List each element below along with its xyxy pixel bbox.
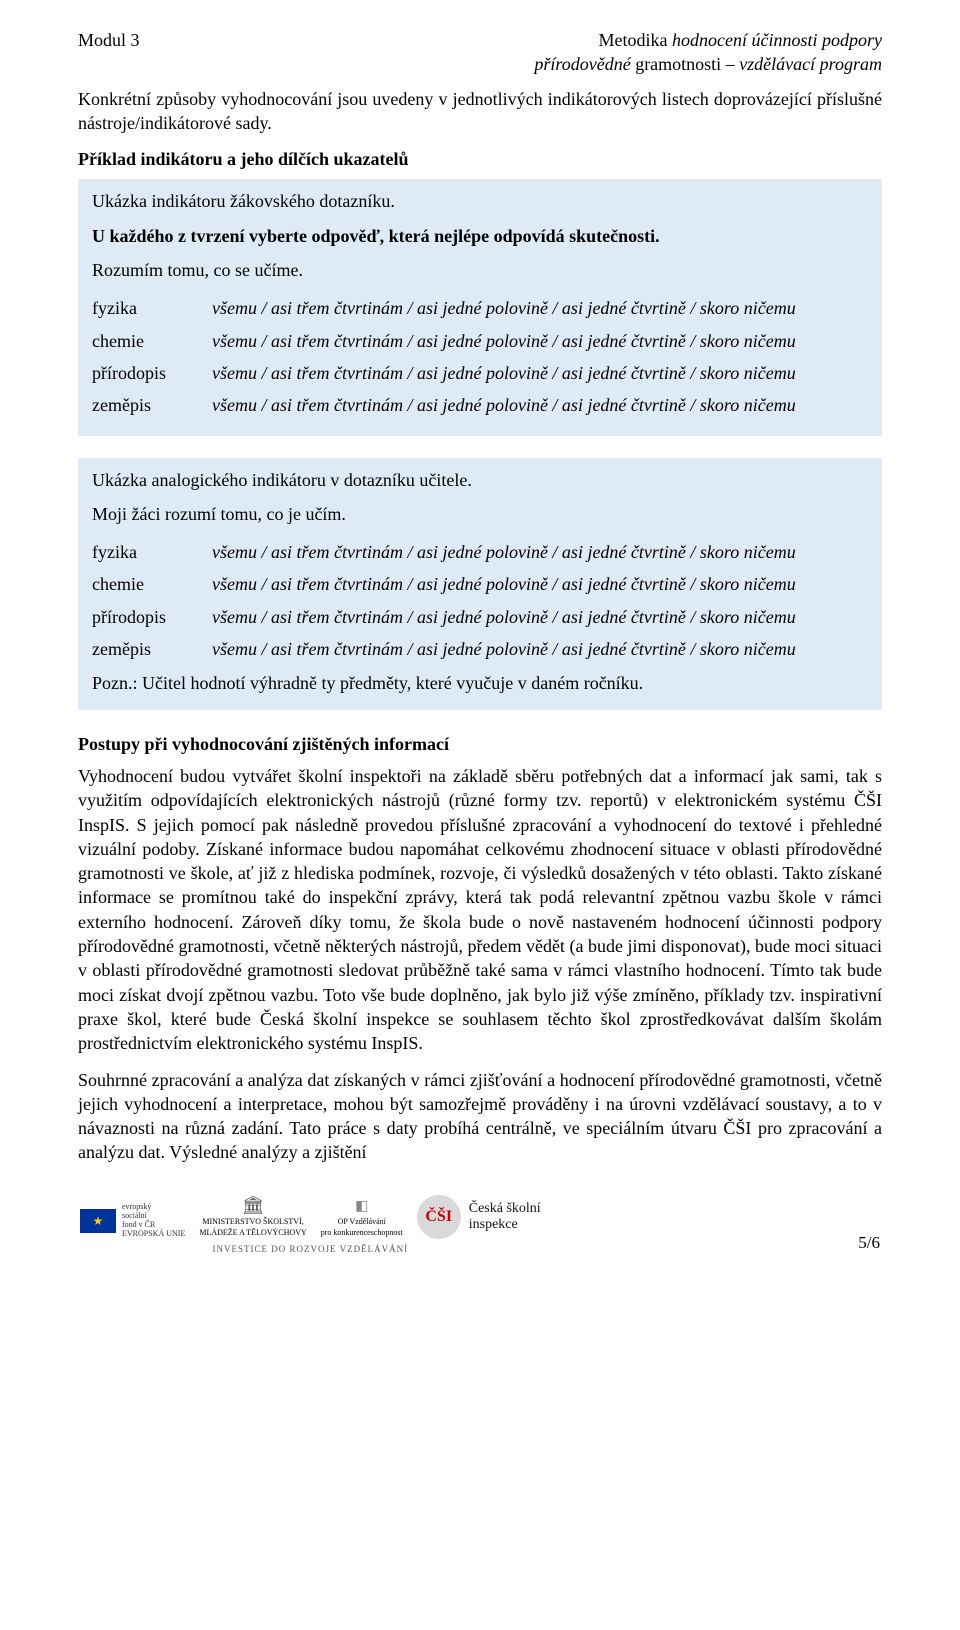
logo-op: ◧ OP Vzdělávání pro konkurenceschopnost	[321, 1198, 403, 1238]
header-l1-italic: hodnocení účinnosti podpory	[668, 30, 882, 50]
subject-label: přírodopis	[92, 601, 212, 633]
header-module: Modul 3	[78, 28, 140, 52]
box2-question: Moji žáci rozumí tomu, co je učím.	[92, 502, 868, 526]
subject-label: přírodopis	[92, 357, 212, 389]
eu-flag-icon: ★	[80, 1209, 116, 1233]
table-row: zeměpis všemu / asi třem čtvrtinám / asi…	[92, 389, 868, 421]
table-row: přírodopis všemu / asi třem čtvrtinám / …	[92, 601, 868, 633]
logo-msmt: 🏛 MINISTERSTVO ŠKOLSTVÍ, MLÁDEŽE A TĚLOV…	[199, 1193, 306, 1239]
body-paragraph-1: Vyhodnocení budou vytvářet školní inspek…	[78, 764, 882, 1056]
indicator-box-teacher: Ukázka analogického indikátoru v dotazní…	[78, 458, 882, 710]
op-icon: ◧	[321, 1198, 403, 1217]
heading-evaluation-procedures: Postupy při vyhodnocování zjištěných inf…	[78, 732, 882, 756]
header-l2-it2: vzdělávací program	[739, 54, 882, 74]
page-content: Modul 3 Metodika hodnocení účinnosti pod…	[0, 0, 960, 1275]
table-row: přírodopis všemu / asi třem čtvrtinám / …	[92, 357, 868, 389]
page-number: 5/6	[858, 1232, 880, 1255]
eu-esf-text: evropský sociální fond v ČR	[122, 1203, 185, 1229]
subject-options: všemu / asi třem čtvrtinám / asi jedné p…	[212, 601, 868, 633]
box1-question: Rozumím tomu, co se učíme.	[92, 258, 868, 282]
subject-label: zeměpis	[92, 389, 212, 421]
intro-paragraph: Konkrétní způsoby vyhodnocování jsou uve…	[78, 87, 882, 136]
subject-label: chemie	[92, 568, 212, 600]
subject-label: chemie	[92, 325, 212, 357]
subject-label: zeměpis	[92, 633, 212, 665]
table-row: chemie všemu / asi třem čtvrtinám / asi …	[92, 325, 868, 357]
subject-options: všemu / asi třem čtvrtinám / asi jedné p…	[212, 536, 868, 568]
footer-logos: ★ evropský sociální fond v ČR EVROPSKÁ U…	[80, 1193, 541, 1239]
msmt-text: MINISTERSTVO ŠKOLSTVÍ, MLÁDEŽE A TĚLOVÝC…	[199, 1217, 306, 1239]
header-title: Metodika hodnocení účinnosti podpory pří…	[534, 28, 882, 77]
box2-subjects-table: fyzika všemu / asi třem čtvrtinám / asi …	[92, 536, 868, 665]
subject-options: všemu / asi třem čtvrtinám / asi jedné p…	[212, 292, 868, 324]
table-row: zeměpis všemu / asi třem čtvrtinám / asi…	[92, 633, 868, 665]
indicator-box-student: Ukázka indikátoru žákovského dotazníku. …	[78, 179, 882, 435]
table-row: fyzika všemu / asi třem čtvrtinám / asi …	[92, 536, 868, 568]
header-title-line2: přírodovědné gramotnosti – vzdělávací pr…	[534, 52, 882, 76]
logo-eu: ★ evropský sociální fond v ČR EVROPSKÁ U…	[80, 1203, 185, 1238]
subject-options: všemu / asi třem čtvrtinám / asi jedné p…	[212, 633, 868, 665]
subject-label: fyzika	[92, 536, 212, 568]
footer-logos-wrap: ★ evropský sociální fond v ČR EVROPSKÁ U…	[80, 1193, 541, 1255]
header-l1-prefix: Metodika	[599, 30, 668, 50]
body-paragraph-2: Souhrnné zpracování a analýza dat získan…	[78, 1068, 882, 1165]
box1-line1: Ukázka indikátoru žákovského dotazníku.	[92, 189, 868, 213]
header-l2-rest: gramotnosti –	[635, 54, 739, 74]
eu-union-text: EVROPSKÁ UNIE	[122, 1230, 185, 1239]
subject-options: všemu / asi třem čtvrtinám / asi jedné p…	[212, 389, 868, 421]
table-row: chemie všemu / asi třem čtvrtinám / asi …	[92, 568, 868, 600]
csi-text: Česká školní inspekce	[469, 1201, 541, 1232]
subject-options: všemu / asi třem čtvrtinám / asi jedné p…	[212, 325, 868, 357]
logo-csi: ČŠI Česká školní inspekce	[417, 1195, 541, 1239]
op-text: OP Vzdělávání pro konkurenceschopnost	[321, 1217, 403, 1239]
header-title-line1: Metodika hodnocení účinnosti podpory	[534, 28, 882, 52]
box2-footnote: Pozn.: Učitel hodnotí výhradně ty předmě…	[92, 671, 868, 695]
subject-label: fyzika	[92, 292, 212, 324]
heading-indicator-example: Příklad indikátoru a jeho dílčích ukazat…	[78, 147, 882, 171]
box2-line1: Ukázka analogického indikátoru v dotazní…	[92, 468, 868, 492]
table-row: fyzika všemu / asi třem čtvrtinám / asi …	[92, 292, 868, 324]
page-footer: ★ evropský sociální fond v ČR EVROPSKÁ U…	[78, 1193, 882, 1255]
csi-icon: ČŠI	[417, 1195, 461, 1239]
eu-text: evropský sociální fond v ČR EVROPSKÁ UNI…	[122, 1203, 185, 1238]
box1-subjects-table: fyzika všemu / asi třem čtvrtinám / asi …	[92, 292, 868, 421]
header-l2-it1: přírodovědné	[534, 54, 635, 74]
box1-instruction: U každého z tvrzení vyberte odpověď, kte…	[92, 224, 868, 248]
footer-invest-line: INVESTICE DO ROZVOJE VZDĚLÁVÁNÍ	[80, 1243, 541, 1255]
subject-options: všemu / asi třem čtvrtinám / asi jedné p…	[212, 357, 868, 389]
subject-options: všemu / asi třem čtvrtinám / asi jedné p…	[212, 568, 868, 600]
msmt-icon: 🏛	[199, 1193, 306, 1217]
page-header: Modul 3 Metodika hodnocení účinnosti pod…	[78, 28, 882, 77]
